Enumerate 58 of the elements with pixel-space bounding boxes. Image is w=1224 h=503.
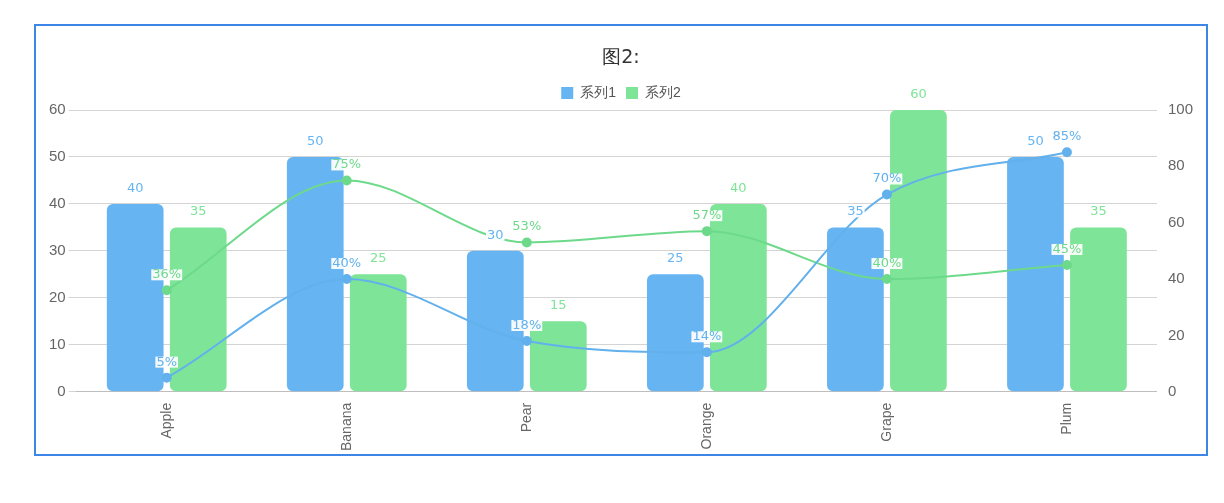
y2-tick-label: 40 <box>1167 269 1185 287</box>
data-label: 18% <box>512 316 542 332</box>
data-label: 75% <box>332 156 362 172</box>
x-tick-label: Plum <box>1057 402 1074 435</box>
data-label: 30 <box>487 226 504 242</box>
y2-tick-label: 0 <box>1167 381 1177 399</box>
data-label: 35 <box>847 203 864 219</box>
bar <box>349 274 407 392</box>
data-label: 35 <box>1090 203 1107 219</box>
data-label: 35 <box>189 203 207 219</box>
data-label: 40 <box>730 179 747 195</box>
chart-title: 图2: <box>601 44 641 69</box>
y-tick-label: 10 <box>49 334 66 352</box>
data-label: 25 <box>369 250 387 266</box>
data-label: 60 <box>910 85 927 101</box>
data-label: 40% <box>872 254 902 270</box>
data-label: 5% <box>156 353 178 369</box>
data-label: 57% <box>692 207 722 223</box>
legend-label: 系列2 <box>645 83 681 100</box>
data-label: 25 <box>667 250 684 266</box>
point <box>1061 147 1072 158</box>
point <box>521 237 532 248</box>
legend-label: 系列1 <box>580 83 617 100</box>
y-tick-label: 50 <box>49 147 66 165</box>
point <box>341 274 352 285</box>
data-label: 53% <box>512 218 542 234</box>
data-label: 15 <box>550 297 567 313</box>
point <box>161 285 172 296</box>
point <box>881 274 892 285</box>
data-label: 40 <box>126 179 144 195</box>
point <box>341 175 352 186</box>
point <box>521 336 532 347</box>
y2-tick-label: 80 <box>1167 156 1185 174</box>
x-tick-label: Grape <box>877 402 894 442</box>
data-label: 36% <box>152 266 182 282</box>
y2-tick-label: 20 <box>1167 325 1185 343</box>
y-tick-label: 30 <box>49 241 66 259</box>
x-tick-label: Pear <box>517 402 534 433</box>
point <box>701 226 712 237</box>
data-label: 50 <box>306 132 324 148</box>
data-label: 50 <box>1027 132 1044 148</box>
y2-tick-label: 60 <box>1167 212 1185 230</box>
data-label: 40% <box>332 254 362 270</box>
point <box>161 372 172 383</box>
data-label: 45% <box>1052 240 1082 256</box>
data-label: 85% <box>1052 128 1082 144</box>
y-tick-label: 60 <box>49 100 66 118</box>
y-tick-label: 40 <box>49 194 66 212</box>
point <box>881 189 892 200</box>
x-tick-label: Banana <box>337 402 354 452</box>
data-label: 14% <box>692 328 722 344</box>
y2-tick-label: 100 <box>1167 100 1193 118</box>
x-tick-label: Orange <box>697 402 714 450</box>
y-tick-label: 20 <box>49 287 66 305</box>
y-tick-label: 0 <box>57 381 66 399</box>
x-tick-label: Apple <box>157 402 174 439</box>
data-label: 70% <box>872 170 902 186</box>
point <box>1061 259 1072 270</box>
